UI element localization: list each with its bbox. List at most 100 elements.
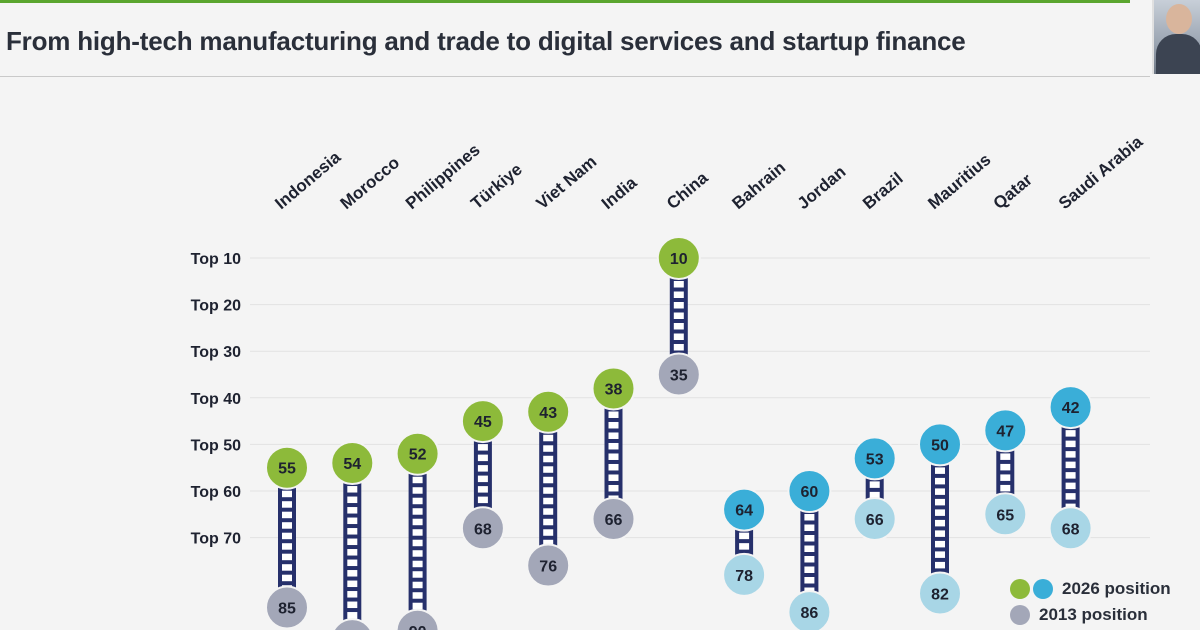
marker-2013-circle: [852, 496, 897, 541]
ladder-rung: [347, 559, 358, 567]
country-label: Brazil: [859, 169, 907, 213]
marker-2013: [332, 618, 372, 630]
ladder-rung: [282, 490, 292, 498]
ladder-rung: [543, 434, 554, 442]
marker-2013-label: 68: [1062, 521, 1080, 538]
ladder-rung: [412, 581, 423, 589]
country-label: Morocco: [337, 153, 403, 213]
ladder-rung: [412, 508, 423, 515]
marker-2013-label: 68: [474, 521, 492, 538]
ladder-rung: [804, 524, 815, 531]
ladder-rung: [347, 496, 358, 504]
y-tick-label: Top 50: [191, 437, 241, 454]
marker-2013: 90: [395, 608, 440, 630]
country-label: Viet Nam: [533, 152, 601, 213]
ladder-body: [931, 444, 949, 594]
ladder-rung: [608, 432, 619, 439]
marker-2013: 35: [656, 352, 701, 397]
marker-2013-label: 66: [866, 512, 884, 529]
ladder-rung: [282, 543, 292, 550]
ladder: [931, 444, 949, 594]
ladder-rung: [347, 517, 358, 525]
country-label: Türkiye: [467, 160, 526, 213]
ladder: [539, 411, 558, 566]
ladder: [408, 453, 427, 630]
ladder-rung: [804, 566, 815, 573]
title-strip: [0, 0, 1130, 3]
legend-blue-dot: [1033, 579, 1053, 599]
marker-2026-circle: [918, 422, 962, 467]
marker-2026: 10: [656, 236, 701, 280]
ladder-rung: [1065, 430, 1076, 437]
marker-2013: 65: [983, 492, 1028, 537]
marker-2013-circle: [918, 571, 962, 616]
ladder-rung: [412, 476, 423, 484]
y-tick-label: Top 20: [191, 298, 241, 315]
ladder-rung: [935, 540, 945, 548]
marker-2026-label: 64: [735, 503, 753, 520]
marker-2026: 45: [460, 399, 505, 444]
y-tick-label: Top 40: [191, 391, 241, 408]
marker-2013-label: 78: [735, 568, 753, 585]
marker-2026-label: 38: [605, 381, 623, 398]
ladder-rung: [347, 486, 358, 493]
marker-2026-label: 43: [539, 405, 557, 422]
country-label: Qatar: [990, 170, 1037, 213]
y-tick-label: Top 60: [191, 484, 241, 501]
ladder-rung: [477, 454, 488, 462]
marker-2026-circle: [656, 236, 701, 280]
legend-2013-label: 2013 position: [1039, 605, 1148, 624]
ladder-rung: [804, 535, 815, 542]
ladder-rung: [608, 411, 619, 418]
ladder-rung: [935, 467, 945, 474]
ladder-rung: [935, 498, 945, 506]
ladder-rung: [673, 312, 684, 319]
marker-2013-label: 82: [931, 587, 949, 604]
ladder-rung: [608, 474, 619, 481]
ladder-rung: [673, 323, 684, 330]
marker-2013: 66: [852, 496, 897, 541]
ladder-rung: [739, 543, 750, 550]
ladder-rung: [673, 302, 684, 309]
ladder-rung: [804, 514, 815, 521]
ladder-rung: [282, 511, 292, 519]
ladder: [343, 463, 362, 630]
ladder-rung: [543, 466, 554, 473]
marker-2026-circle: [722, 487, 767, 532]
ladder-rung: [673, 333, 684, 340]
ladder-rung: [412, 487, 423, 494]
presenter-video-thumbnail[interactable]: [1152, 0, 1200, 74]
marker-2026-circle: [460, 399, 505, 444]
legend: 2026 position 2013 position: [1010, 576, 1200, 628]
ladder-rung: [282, 564, 292, 571]
ladder-rung: [1065, 461, 1076, 469]
y-axis-tick-labels: Top 10 Top 20 Top 30 Top 40 Top 50 Top 60 Top …: [191, 251, 241, 548]
ladder-rung: [1065, 451, 1076, 458]
ladder-rung: [608, 453, 619, 460]
header-divider: [0, 76, 1150, 77]
ladder-rung: [608, 442, 619, 450]
ladder-rung: [543, 529, 554, 536]
ladder-rung: [477, 475, 488, 483]
marker-2026: 50: [918, 422, 962, 467]
ladder-rung: [935, 561, 945, 569]
ladder-rung: [1065, 472, 1076, 479]
marker-2026-label: 50: [931, 437, 949, 454]
chart-subtitle: From high-tech manufacturing and trade t…: [6, 26, 966, 56]
marker-2026-label: 10: [670, 251, 688, 268]
marker-2013-circle: [983, 492, 1028, 537]
marker-2026: 43: [526, 389, 571, 434]
presenter-head: [1166, 4, 1192, 34]
marker-2026-circle: [265, 445, 309, 490]
marker-2026: 60: [787, 469, 832, 513]
marker-2013-label: 35: [670, 368, 688, 385]
marker-2013-circle: [460, 506, 505, 551]
marker-2013: 86: [787, 590, 832, 630]
marker-2026-circle: [591, 366, 636, 411]
marker-2013-circle: [591, 496, 636, 541]
ladder-rung: [804, 545, 815, 552]
ladder-rung: [608, 421, 619, 429]
ladder-rung: [477, 465, 488, 472]
marker-2026: 53: [852, 436, 897, 481]
